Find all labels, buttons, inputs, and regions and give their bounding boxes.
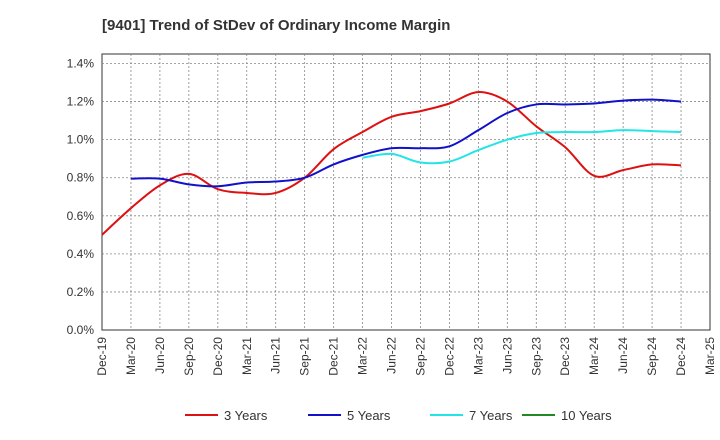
y-tick-label: 1.2% [67,95,95,109]
series-line-3-years [101,91,682,236]
x-tick-label: Sep-20 [182,337,196,376]
legend-label-3-years: 3 Years [224,408,268,423]
x-tick-label: Mar-23 [471,337,485,375]
x-tick-label: Mar-21 [240,337,254,375]
legend: 3 Years 5 Years 7 Years 10 Years [185,408,612,423]
x-tick-label: Sep-22 [413,337,427,376]
x-tick-label: Jun-20 [153,337,167,374]
x-tick-label: Mar-22 [356,337,370,375]
x-tick-label: Sep-24 [645,337,659,376]
legend-label-7-years: 7 Years [469,408,513,423]
x-tick-label: Sep-21 [298,337,312,376]
x-tick-label: Mar-20 [124,337,138,375]
y-tick-label: 0.0% [67,323,95,337]
x-tick-label: Dec-24 [674,337,688,376]
y-tick-label: 0.6% [67,209,95,223]
legend-label-5-years: 5 Years [347,408,391,423]
x-tick-label: Sep-23 [529,337,543,376]
x-tick-label: Jun-23 [500,337,514,374]
plot-area [101,53,711,331]
x-tick-label: Mar-24 [587,337,601,375]
series-lines [101,91,682,236]
x-tick-label: Dec-23 [558,337,572,376]
y-tick-label: 1.0% [67,133,95,147]
chart-title: [9401] Trend of StDev of Ordinary Income… [102,17,450,34]
x-tick-label: Dec-21 [327,337,341,376]
x-tick-label: Dec-20 [211,337,225,376]
series-line-5-years [130,98,682,188]
x-tick-label: Jun-24 [616,337,630,374]
y-tick-label: 0.4% [67,247,95,261]
x-tick-label: Dec-19 [95,337,109,376]
legend-label-10-years: 10 Years [561,408,612,423]
x-tick-label: Jun-21 [269,337,283,374]
y-tick-label: 0.8% [67,171,95,185]
y-tick-label: 0.2% [67,285,95,299]
y-tick-label: 1.4% [67,57,95,71]
series-line-7-years [362,129,682,165]
axes: 0.0% 0.2% 0.4% 0.6% 0.8% 1.0% 1.2% 1.4% Dec-19 Ma… [67,57,717,376]
x-tick-label: Jun-22 [385,337,399,374]
x-tick-label: Dec-22 [442,337,456,376]
x-tick-label: Mar-25 [703,337,717,375]
